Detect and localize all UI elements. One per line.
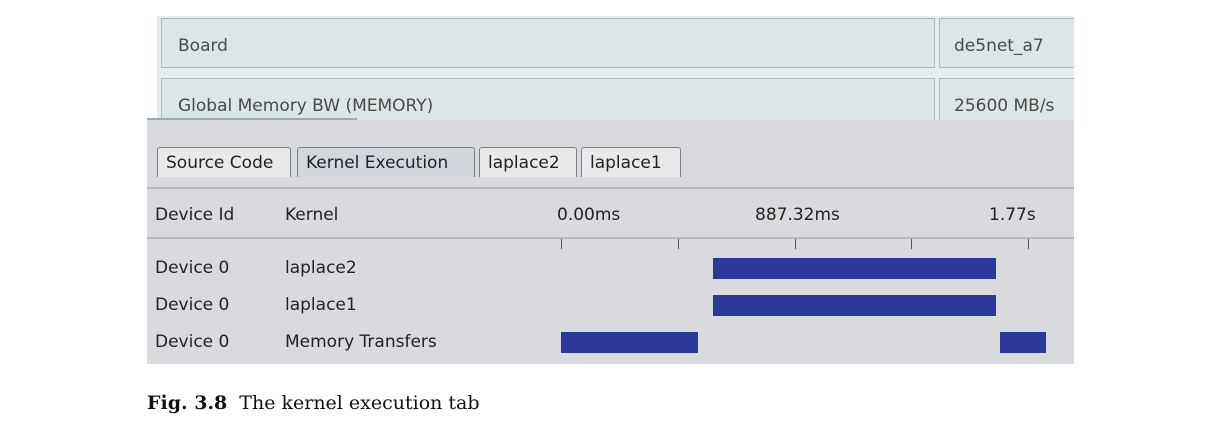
kernel-cell: Memory Transfers xyxy=(285,332,437,352)
timeline-tick xyxy=(795,239,796,249)
tab-laplace1[interactable]: laplace1 xyxy=(581,147,681,177)
table-row[interactable]: Device 0 laplace2 xyxy=(147,254,1074,284)
timeline-tick xyxy=(678,239,679,249)
tab-laplace2[interactable]: laplace2 xyxy=(479,147,577,177)
property-label-cell: Global Memory BW (MEMORY) xyxy=(161,78,935,120)
property-label-cell: Board xyxy=(161,18,935,68)
tab-source-code[interactable]: Source Code xyxy=(157,147,291,177)
timeline-tick xyxy=(911,239,912,249)
properties-table: Board de5net_a7 Global Memory BW (MEMORY… xyxy=(157,16,1074,120)
time-label-mid: 887.32ms xyxy=(755,205,840,225)
caption-text: The kernel execution tab xyxy=(239,392,480,414)
property-row-board: Board de5net_a7 xyxy=(157,16,1074,72)
table-row[interactable]: Device 0 laplace1 xyxy=(147,291,1074,321)
header-divider xyxy=(147,237,1074,239)
tab-kernel-execution[interactable]: Kernel Execution xyxy=(297,147,475,177)
time-label-end: 1.77s xyxy=(989,205,1036,225)
figure-caption: Fig. 3.8 The kernel execution tab xyxy=(147,392,480,414)
property-value-cell: de5net_a7 xyxy=(939,18,1074,68)
table-row[interactable]: Device 0 Memory Transfers xyxy=(147,328,1074,358)
property-row-memory-bw: Global Memory BW (MEMORY) 25600 MB/s xyxy=(157,76,1074,120)
execution-bar[interactable] xyxy=(1000,332,1047,353)
property-value-cell: 25600 MB/s xyxy=(939,78,1074,120)
property-value: 25600 MB/s xyxy=(954,96,1055,116)
property-label: Global Memory BW (MEMORY) xyxy=(178,96,434,116)
device-cell: Device 0 xyxy=(155,258,230,278)
kernel-cell: laplace1 xyxy=(285,295,357,315)
device-cell: Device 0 xyxy=(155,332,230,352)
panel-splitter[interactable] xyxy=(147,118,357,121)
timeline-tick xyxy=(561,239,562,249)
caption-label: Fig. 3.8 xyxy=(147,392,228,414)
tab-divider xyxy=(147,187,1074,189)
device-cell: Device 0 xyxy=(155,295,230,315)
timeline-tick xyxy=(1028,239,1029,249)
property-label: Board xyxy=(178,36,228,56)
kernel-execution-panel: Source Code Kernel Execution laplace2 la… xyxy=(147,120,1074,364)
execution-bar[interactable] xyxy=(712,295,997,316)
execution-bar[interactable] xyxy=(561,332,699,353)
header-device-id: Device Id xyxy=(155,205,235,225)
time-label-start: 0.00ms xyxy=(557,205,621,225)
header-kernel: Kernel xyxy=(285,205,339,225)
execution-bar[interactable] xyxy=(712,258,997,279)
property-value: de5net_a7 xyxy=(954,36,1044,56)
kernel-cell: laplace2 xyxy=(285,258,357,278)
